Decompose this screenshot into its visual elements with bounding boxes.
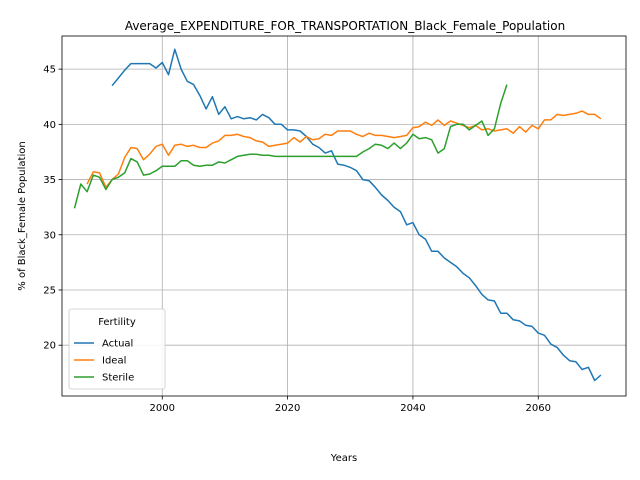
plot-area-frame	[61, 35, 627, 397]
y-tick-label: 30	[43, 230, 56, 241]
legend: Fertility Actual Ideal Sterile	[68, 308, 166, 390]
x-axis-title: Years	[330, 453, 357, 464]
x-tick-label: 2040	[400, 403, 425, 414]
series-line-actual	[111, 48, 602, 382]
y-tick-label: 45	[43, 65, 56, 76]
series-line-sterile	[73, 84, 508, 209]
grid	[62, 36, 626, 396]
chart-title: Average_EXPENDITURE_FOR_TRANSPORTATION_B…	[125, 19, 565, 33]
y-tick-label: 40	[43, 120, 56, 131]
y-tick-label: 25	[43, 285, 56, 296]
x-tick-label: 2020	[275, 403, 300, 414]
series-lines	[73, 48, 602, 382]
x-tick-label: 2060	[526, 403, 551, 414]
series-line-ideal	[86, 110, 602, 189]
y-axis-title: % of Black_Female Population	[17, 141, 28, 290]
legend-label-actual: Actual	[102, 339, 133, 350]
legend-label-sterile: Sterile	[102, 373, 134, 384]
y-tick-label: 20	[43, 341, 56, 352]
y-tick-label: 35	[43, 175, 56, 186]
legend-title: Fertility	[98, 317, 136, 328]
axis-ticks: 2000 2020 2040 2060 20 25 30 35 40 45	[43, 65, 551, 414]
legend-box	[68, 308, 166, 390]
legend-label-ideal: Ideal	[102, 356, 126, 367]
x-tick-label: 2000	[150, 403, 175, 414]
